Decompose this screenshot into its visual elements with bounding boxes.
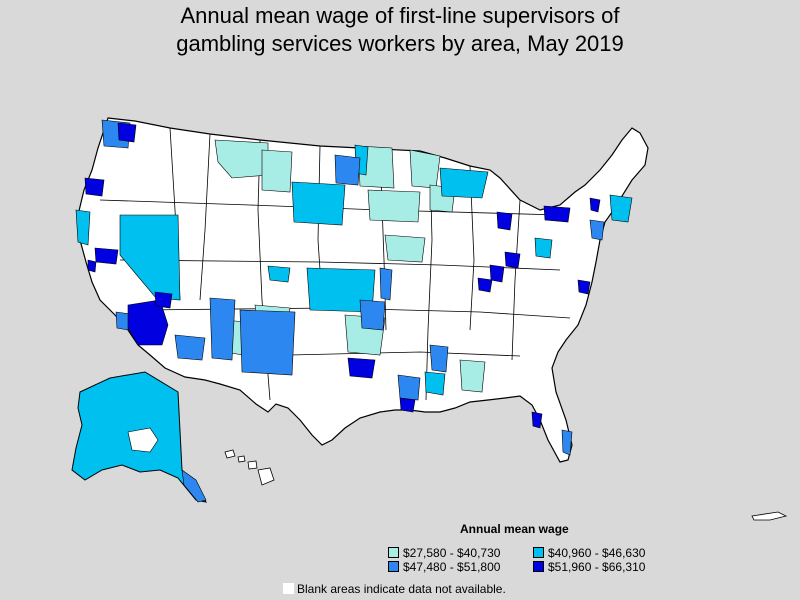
- legend-swatch-4: [533, 561, 544, 572]
- legend-swatch-1: [388, 547, 399, 558]
- legend-item-3: $47,480 - $51,800: [388, 560, 500, 574]
- legend-swatch-2: [533, 547, 544, 558]
- legend-label-4: $51,960 - $66,310: [548, 560, 646, 574]
- legend-label-3: $47,480 - $51,800: [403, 560, 501, 574]
- alaska-southeast-area: [181, 469, 207, 503]
- legend-title: Annual mean wage: [460, 522, 569, 536]
- legend-item-1: $27,580 - $40,730: [388, 546, 500, 560]
- no-data-note-text: Blank areas indicate data not available.: [297, 582, 506, 596]
- legend-item-4: $51,960 - $66,310: [533, 560, 645, 574]
- alaska-interior-area: [127, 427, 159, 453]
- hawaii: [224, 449, 275, 486]
- range-4-regions: [84, 122, 601, 429]
- legend-label-1: $27,580 - $40,730: [403, 546, 501, 560]
- puerto-rico: [751, 511, 788, 521]
- range-2-regions: [75, 144, 633, 396]
- legend-swatch-3: [388, 561, 399, 572]
- map-title: Annual mean wage of first-line superviso…: [0, 2, 800, 58]
- legend-label-2: $40,960 - $46,630: [548, 546, 646, 560]
- range-3-regions: [101, 119, 605, 456]
- legend-item-2: $40,960 - $46,630: [533, 546, 645, 560]
- no-data-swatch: [283, 583, 294, 594]
- no-data-note: Blank areas indicate data not available.: [283, 582, 506, 596]
- title-line-2: gambling services workers by area, May 2…: [176, 31, 624, 56]
- title-line-1: Annual mean wage of first-line superviso…: [180, 3, 620, 28]
